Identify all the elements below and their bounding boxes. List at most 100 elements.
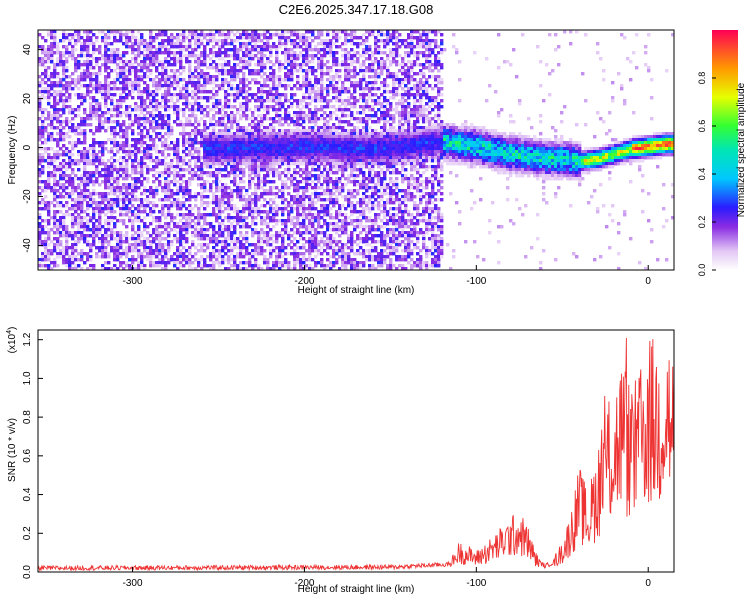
heatmap-cell — [239, 186, 243, 190]
heatmap-cell — [38, 96, 42, 100]
heatmap-cell — [251, 93, 255, 97]
heatmap-cell — [116, 234, 120, 238]
heatmap-cell — [110, 129, 114, 133]
heatmap-cell — [209, 183, 213, 187]
heatmap-cell — [245, 246, 249, 250]
heatmap-cell — [284, 54, 288, 58]
heatmap-cell — [236, 213, 240, 217]
heatmap-cell — [149, 144, 153, 148]
heatmap-cell — [275, 207, 279, 211]
heatmap-cell — [152, 93, 156, 97]
heatmap-cell — [212, 60, 216, 64]
heatmap-cell — [185, 87, 189, 91]
heatmap-cell — [200, 201, 204, 205]
heatmap-cell — [308, 174, 312, 178]
heatmap-cell — [65, 48, 69, 52]
heatmap-cell — [149, 48, 153, 52]
heatmap-cell — [212, 153, 216, 157]
heatmap-cell — [323, 42, 327, 46]
heatmap-cell — [143, 216, 147, 220]
heatmap-cell — [77, 192, 81, 196]
heatmap-cell — [59, 81, 63, 85]
heatmap-cell — [221, 30, 225, 34]
heatmap-cell — [257, 132, 261, 136]
heatmap-cell — [215, 198, 219, 202]
heatmap-cell — [245, 159, 249, 163]
heatmap-cell — [47, 231, 51, 235]
heatmap-cell — [191, 102, 195, 106]
heatmap-cell — [290, 159, 294, 163]
heatmap-cell — [56, 183, 60, 187]
heatmap-cell — [146, 135, 150, 139]
heatmap-cell — [41, 171, 45, 175]
heatmap-cell — [269, 126, 273, 130]
heatmap-cell — [125, 183, 129, 187]
heatmap-cell — [137, 210, 141, 214]
heatmap-cell — [65, 75, 69, 79]
heatmap-cell — [188, 147, 192, 151]
heatmap-cell — [185, 225, 189, 229]
heatmap-cell — [122, 60, 126, 64]
heatmap-cell — [167, 174, 171, 178]
heatmap-cell — [104, 42, 108, 46]
heatmap-cell — [113, 93, 117, 97]
heatmap-cell — [80, 219, 84, 223]
heatmap-cell — [239, 180, 243, 184]
heatmap-cell — [197, 219, 201, 223]
heatmap-cell — [125, 159, 129, 163]
heatmap-cell — [59, 138, 63, 142]
heatmap-cell — [161, 204, 165, 208]
heatmap-cell — [218, 51, 222, 55]
heatmap-cell — [275, 219, 279, 223]
heatmap-cell — [83, 120, 87, 124]
heatmap-cell — [278, 123, 282, 127]
heatmap-cell — [155, 231, 159, 235]
heatmap-cell — [71, 225, 75, 229]
heatmap-cell — [266, 60, 270, 64]
heatmap-cell — [107, 228, 111, 232]
heatmap-cell — [227, 207, 231, 211]
heatmap-cell — [197, 237, 201, 241]
heatmap-cell — [224, 96, 228, 100]
heatmap-cell — [47, 243, 51, 247]
heatmap-cell — [218, 84, 222, 88]
heatmap-cell — [104, 171, 108, 175]
heatmap-cell — [191, 105, 195, 109]
heatmap-cell — [290, 141, 294, 145]
heatmap-cell — [311, 207, 315, 211]
heatmap-cell — [158, 240, 162, 244]
heatmap-cell — [305, 147, 309, 151]
heatmap-cell — [221, 159, 225, 163]
heatmap-cell — [107, 138, 111, 142]
heatmap-cell — [254, 96, 258, 100]
heatmap-cell — [224, 183, 228, 187]
heatmap-cell — [317, 96, 321, 100]
heatmap-cell — [221, 156, 225, 160]
heatmap-cell — [260, 117, 264, 121]
heatmap-cell — [158, 126, 162, 130]
heatmap-cell — [290, 162, 294, 166]
heatmap-cell — [251, 45, 255, 49]
heatmap-cell — [284, 93, 288, 97]
heatmap-cell — [203, 249, 207, 253]
heatmap-cell — [50, 33, 54, 37]
heatmap-cell — [236, 36, 240, 40]
heatmap-cell — [248, 264, 252, 268]
heatmap-cell — [224, 114, 228, 118]
heatmap-cell — [71, 180, 75, 184]
heatmap-cell — [305, 102, 309, 106]
heatmap-cell — [221, 228, 225, 232]
heatmap-cell — [224, 228, 228, 232]
heatmap-cell — [224, 147, 228, 151]
heatmap-cell — [323, 249, 327, 253]
heatmap-cell — [140, 165, 144, 169]
heatmap-cell — [311, 117, 315, 121]
heatmap-cell — [110, 165, 114, 169]
heatmap-cell — [164, 123, 168, 127]
heatmap-cell — [92, 198, 96, 202]
heatmap-cell — [164, 249, 168, 253]
heatmap-cell — [269, 165, 273, 169]
heatmap-cell — [227, 126, 231, 130]
heatmap-cell — [38, 243, 42, 247]
heatmap-cell — [125, 39, 129, 43]
